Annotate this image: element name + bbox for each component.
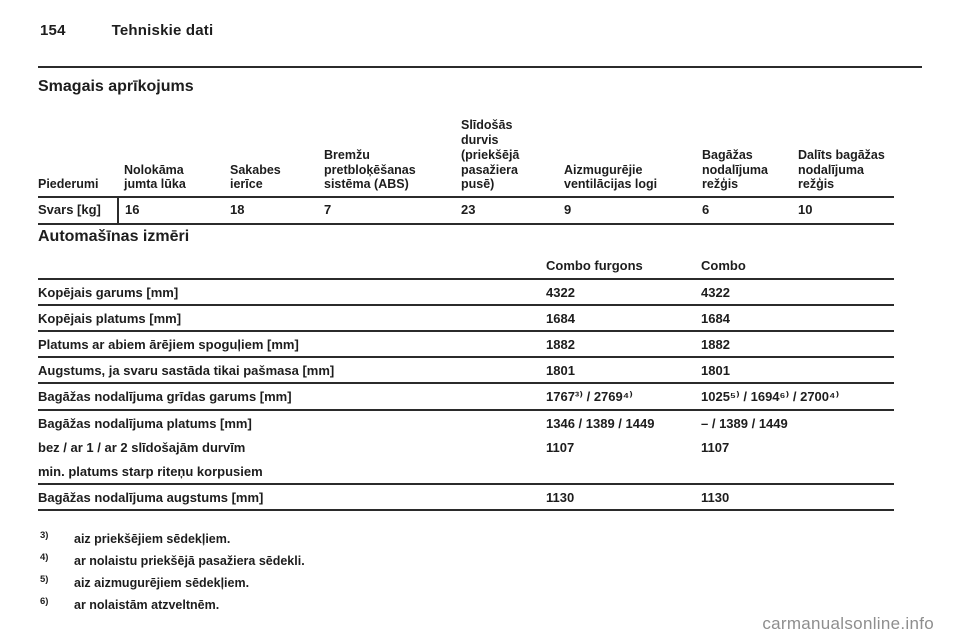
cell-value: 1882: [546, 331, 701, 358]
header-divider: [38, 66, 922, 68]
cell-value: 16: [118, 197, 224, 225]
row-label: Bagāžas nodalījuma augstums [mm]: [38, 484, 546, 511]
footnote: 6) ar nolaistām atzveltnēm.: [40, 596, 305, 613]
row-label: Svars [kg]: [38, 197, 119, 225]
dimensions-header-row: Combo furgons Combo: [38, 254, 894, 280]
table-row: Svars [kg] 16 18 7 23 9 6 10: [38, 197, 894, 225]
cell-value: 6: [696, 197, 792, 225]
column-header: Piederumi: [38, 96, 118, 198]
footnote: 3) aiz priekšējiem sēdekļiem.: [40, 530, 305, 547]
column-header-empty: [38, 254, 546, 280]
table-row: bez / ar 1 / ar 2 slīdošajām durvīm 1107…: [38, 435, 894, 459]
cell-value: 10: [792, 197, 894, 225]
table-row: Augstums, ja svaru sastāda tikai pašmasa…: [38, 357, 894, 384]
row-label: Bagāžas nodalījuma platums [mm]: [38, 416, 252, 431]
cell-value: 4322: [546, 279, 701, 306]
column-header: Dalīts bagāžas nodalījuma režģis: [792, 96, 894, 198]
footnote-text: aiz aizmugurējiem sēdekļiem.: [74, 576, 250, 590]
cell-value: 1346 / 1389 / 1449: [546, 416, 655, 431]
column-header: Sakabes ierīce: [224, 96, 318, 198]
column-header: Combo: [701, 254, 894, 280]
cell-value: 1107: [701, 440, 730, 455]
column-header: Nolokāma jumta lūka: [118, 96, 224, 198]
chapter-title: Tehniskie dati: [111, 22, 214, 39]
cell-value: 1801: [546, 357, 701, 384]
cell-value: 1767³⁾ / 2769⁴⁾: [546, 383, 701, 411]
table-row: Bagāžas nodalījuma platums [mm] 1346 / 1…: [38, 410, 894, 435]
cell-value: 1025⁵⁾ / 1694⁶⁾ / 2700⁴⁾: [701, 383, 894, 411]
table-row: Kopējais platums [mm] 1684 1684: [38, 305, 894, 332]
cell-value: 23: [455, 197, 558, 225]
table-row: min. platums starp riteņu korpusiem: [38, 459, 894, 485]
cell-value: [546, 459, 701, 485]
footnote-marker: 3): [40, 530, 49, 541]
cell-value: 1801: [701, 357, 894, 384]
cell-value: 4322: [701, 279, 894, 306]
cell-value: [701, 459, 894, 485]
row-label: Platums ar abiem ārējiem spoguļiem [mm]: [38, 331, 546, 358]
cell-value: 1107: [546, 440, 575, 455]
cell-value: – / 1389 / 1449: [701, 416, 788, 431]
footnote-text: ar nolaistām atzveltnēm.: [74, 598, 220, 612]
table-row: Bagāžas nodalījuma grīdas garums [mm] 17…: [38, 383, 894, 411]
cell-value: 1882: [701, 331, 894, 358]
page-number: 154: [40, 22, 66, 39]
table-row: Kopējais garums [mm] 4322 4322: [38, 279, 894, 306]
cell-value: 7: [318, 197, 455, 225]
section-title-heavy-equipment: Smagais aprīkojums: [38, 78, 194, 95]
row-label: Bagāžas nodalījuma grīdas garums [mm]: [38, 383, 546, 411]
column-header: Slīdošās durvis (priekšējā pasažiera pus…: [455, 96, 558, 198]
table-row: Platums ar abiem ārējiem spoguļiem [mm] …: [38, 331, 894, 358]
column-header: Bagāžas nodalījuma režģis: [696, 96, 792, 198]
column-header: Aizmugurējie ventilācijas logi: [558, 96, 696, 198]
row-label: Augstums, ja svaru sastāda tikai pašmasa…: [38, 357, 546, 384]
footnote: 4) ar nolaistu priekšējā pasažiera sēdek…: [40, 552, 305, 569]
footnote-text: aiz priekšējiem sēdekļiem.: [74, 532, 231, 546]
footnote: 5) aiz aizmugurējiem sēdekļiem.: [40, 574, 305, 591]
footnotes-block: 3) aiz priekšējiem sēdekļiem. 4) ar nola…: [40, 530, 305, 620]
footnote-marker: 6): [40, 596, 49, 607]
footnote-marker: 4): [40, 552, 49, 563]
row-label: bez / ar 1 / ar 2 slīdošajām durvīm: [38, 440, 246, 455]
cell-value: 1130: [546, 484, 701, 511]
cell-value: 1684: [546, 305, 701, 332]
column-header: Combo furgons: [546, 254, 701, 280]
row-label: Kopējais platums [mm]: [38, 305, 546, 332]
dimensions-table: Combo furgons Combo Kopējais garums [mm]…: [38, 254, 894, 511]
heavy-equipment-header-row: Piederumi Nolokāma jumta lūka Sakabes ie…: [38, 96, 894, 198]
row-label: Kopējais garums [mm]: [38, 279, 546, 306]
site-watermark: carmanualsonline.info: [762, 614, 934, 633]
heavy-equipment-table: Piederumi Nolokāma jumta lūka Sakabes ie…: [38, 96, 894, 225]
cell-value: 1130: [701, 484, 894, 511]
section-title-dimensions: Automašīnas izmēri: [38, 228, 190, 245]
footnote-text: ar nolaistu priekšējā pasažiera sēdekli.: [74, 554, 305, 568]
row-label: min. platums starp riteņu korpusiem: [38, 459, 546, 485]
cell-value: 9: [558, 197, 696, 225]
cell-value: 18: [224, 197, 318, 225]
column-header: Bremžu pretbloķēšanas sistēma (ABS): [318, 96, 455, 198]
cell-value: 1684: [701, 305, 894, 332]
footnote-marker: 5): [40, 574, 49, 585]
page-header: 154 Tehniskie dati: [40, 22, 213, 39]
table-row: Bagāžas nodalījuma augstums [mm] 1130 11…: [38, 484, 894, 511]
